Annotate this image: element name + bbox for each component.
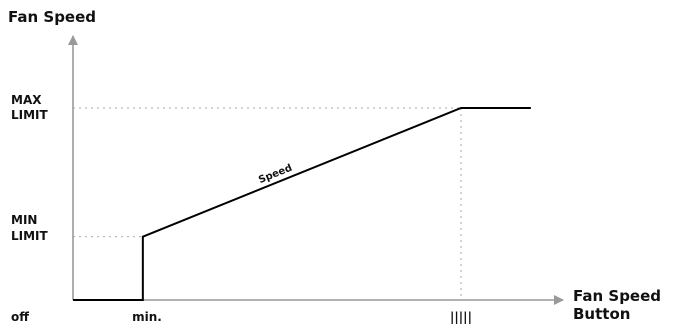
speed-curve: [73, 107, 531, 301]
y-tick-max-limit-line-2: LIMIT: [11, 108, 49, 122]
y-tick-min-limit-line-1: MIN: [11, 213, 37, 227]
y-tick-min-limit-line-2: LIMIT: [11, 229, 49, 243]
x-tick-min: min.: [132, 310, 162, 324]
x-tick-max: |||||: [450, 310, 472, 324]
x-axis-title-line-2: Button: [573, 305, 630, 323]
x-axis-title-line-1: Fan Speed: [573, 287, 661, 305]
y-tick-max-limit-line-1: MAX: [11, 93, 42, 107]
y-axis-title: Fan Speed: [8, 8, 96, 26]
y-tick-off: off: [11, 310, 29, 324]
